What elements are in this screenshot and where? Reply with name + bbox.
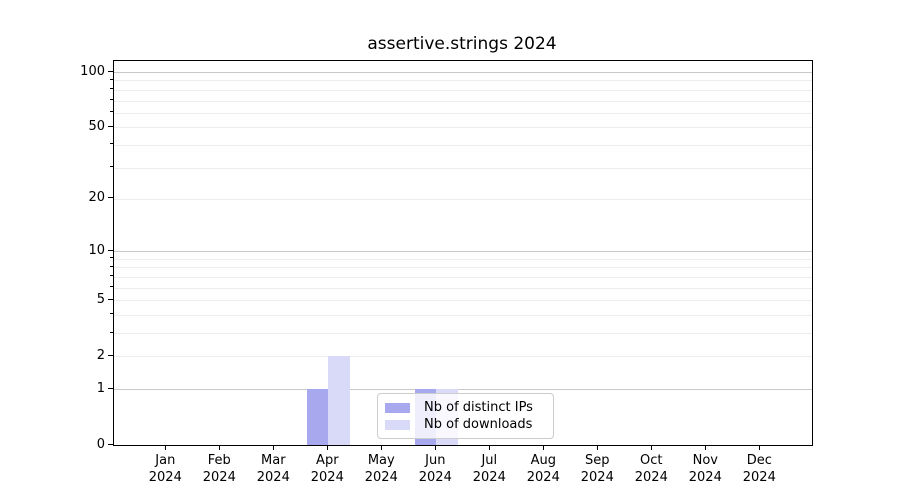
x-tick-mark bbox=[542, 445, 544, 450]
gridline-minor bbox=[114, 144, 812, 146]
x-tick-label-mar: Mar 2024 bbox=[256, 453, 290, 485]
y-minor-tick-mark bbox=[110, 313, 113, 315]
y-tick-mark bbox=[108, 197, 113, 199]
gridline-minor bbox=[114, 314, 812, 316]
y-tick-label: 50 bbox=[88, 118, 105, 134]
x-tick-label-sep: Sep 2024 bbox=[580, 453, 614, 485]
y-minor-tick-mark bbox=[110, 78, 113, 80]
y-tick-label: 0 bbox=[96, 436, 105, 452]
y-tick-mark bbox=[108, 249, 113, 251]
x-tick-label-jun: Jun 2024 bbox=[418, 453, 452, 485]
y-minor-tick-mark bbox=[110, 275, 113, 277]
y-tick-mark bbox=[108, 387, 113, 389]
y-minor-tick-mark bbox=[110, 265, 113, 267]
y-tick-mark bbox=[108, 125, 113, 127]
gridline-minor bbox=[114, 333, 812, 334]
gridline-minor bbox=[114, 300, 812, 302]
y-tick-label: 20 bbox=[88, 190, 105, 206]
y-tick-label: 10 bbox=[88, 242, 105, 258]
x-tick-mark bbox=[650, 445, 652, 450]
y-tick-mark bbox=[108, 443, 113, 445]
legend: Nb of distinct IPs Nb of downloads bbox=[377, 393, 554, 439]
x-tick-mark bbox=[272, 445, 274, 450]
bar-distinct-ips-apr bbox=[306, 389, 329, 445]
y-tick-label: 1 bbox=[96, 380, 105, 396]
x-tick-label-may: May 2024 bbox=[364, 453, 398, 485]
x-tick-label-aug: Aug 2024 bbox=[526, 453, 560, 485]
x-tick-mark bbox=[704, 445, 706, 450]
gridline-minor bbox=[114, 112, 812, 114]
gridline-minor bbox=[114, 198, 812, 200]
gridline-major bbox=[114, 389, 812, 390]
chart-title: assertive.strings 2024 bbox=[367, 34, 557, 54]
legend-swatch bbox=[385, 420, 410, 430]
x-tick-label-oct: Oct 2024 bbox=[634, 453, 668, 485]
x-tick-label-apr: Apr 2024 bbox=[310, 453, 344, 485]
x-tick-label-feb: Feb 2024 bbox=[202, 453, 236, 485]
x-tick-mark bbox=[218, 445, 220, 450]
y-tick-mark bbox=[108, 354, 113, 356]
y-tick-label: 5 bbox=[96, 291, 105, 307]
y-tick-label: 2 bbox=[96, 347, 105, 363]
y-minor-tick-mark bbox=[110, 111, 113, 113]
legend-swatch bbox=[385, 403, 410, 413]
bar-downloads-apr bbox=[328, 356, 350, 445]
x-tick-mark bbox=[326, 445, 328, 450]
x-tick-label-jan: Jan 2024 bbox=[148, 453, 182, 485]
x-tick-mark bbox=[596, 445, 598, 450]
gridline-major bbox=[114, 251, 812, 253]
x-tick-label-nov: Nov 2024 bbox=[688, 453, 722, 485]
y-minor-tick-mark bbox=[110, 331, 113, 333]
gridline-minor bbox=[114, 100, 812, 102]
y-tick-mark bbox=[108, 70, 113, 72]
gridline-minor bbox=[114, 80, 812, 82]
x-tick-label-dec: Dec 2024 bbox=[742, 453, 776, 485]
legend-row-downloads: Nb of downloads bbox=[385, 417, 544, 433]
y-minor-tick-mark bbox=[110, 88, 113, 90]
x-tick-mark bbox=[434, 445, 436, 450]
plot-area bbox=[113, 60, 813, 446]
legend-label: Nb of distinct IPs bbox=[424, 400, 533, 415]
gridline-minor bbox=[114, 258, 812, 260]
x-tick-mark bbox=[380, 445, 382, 450]
gridline-minor bbox=[114, 127, 812, 129]
legend-row-distinct-ips: Nb of distinct IPs bbox=[385, 400, 544, 416]
legend-label: Nb of downloads bbox=[424, 417, 533, 432]
x-tick-label-jul: Jul 2024 bbox=[472, 453, 506, 485]
y-minor-tick-mark bbox=[110, 143, 113, 145]
x-tick-mark bbox=[758, 445, 760, 450]
x-tick-mark bbox=[164, 445, 166, 450]
y-minor-tick-mark bbox=[110, 99, 113, 100]
gridline-minor bbox=[114, 287, 812, 289]
y-minor-tick-mark bbox=[110, 257, 113, 259]
gridline-minor bbox=[114, 267, 812, 269]
y-tick-mark bbox=[108, 298, 113, 300]
gridline-minor bbox=[114, 167, 812, 169]
y-minor-tick-mark bbox=[110, 286, 113, 288]
x-tick-mark bbox=[488, 445, 490, 450]
gridline-major bbox=[114, 72, 812, 73]
gridline-minor bbox=[114, 356, 812, 358]
gridline-minor bbox=[114, 89, 812, 91]
y-tick-label: 100 bbox=[80, 63, 105, 79]
y-minor-tick-mark bbox=[110, 166, 113, 167]
gridline-minor bbox=[114, 276, 812, 278]
